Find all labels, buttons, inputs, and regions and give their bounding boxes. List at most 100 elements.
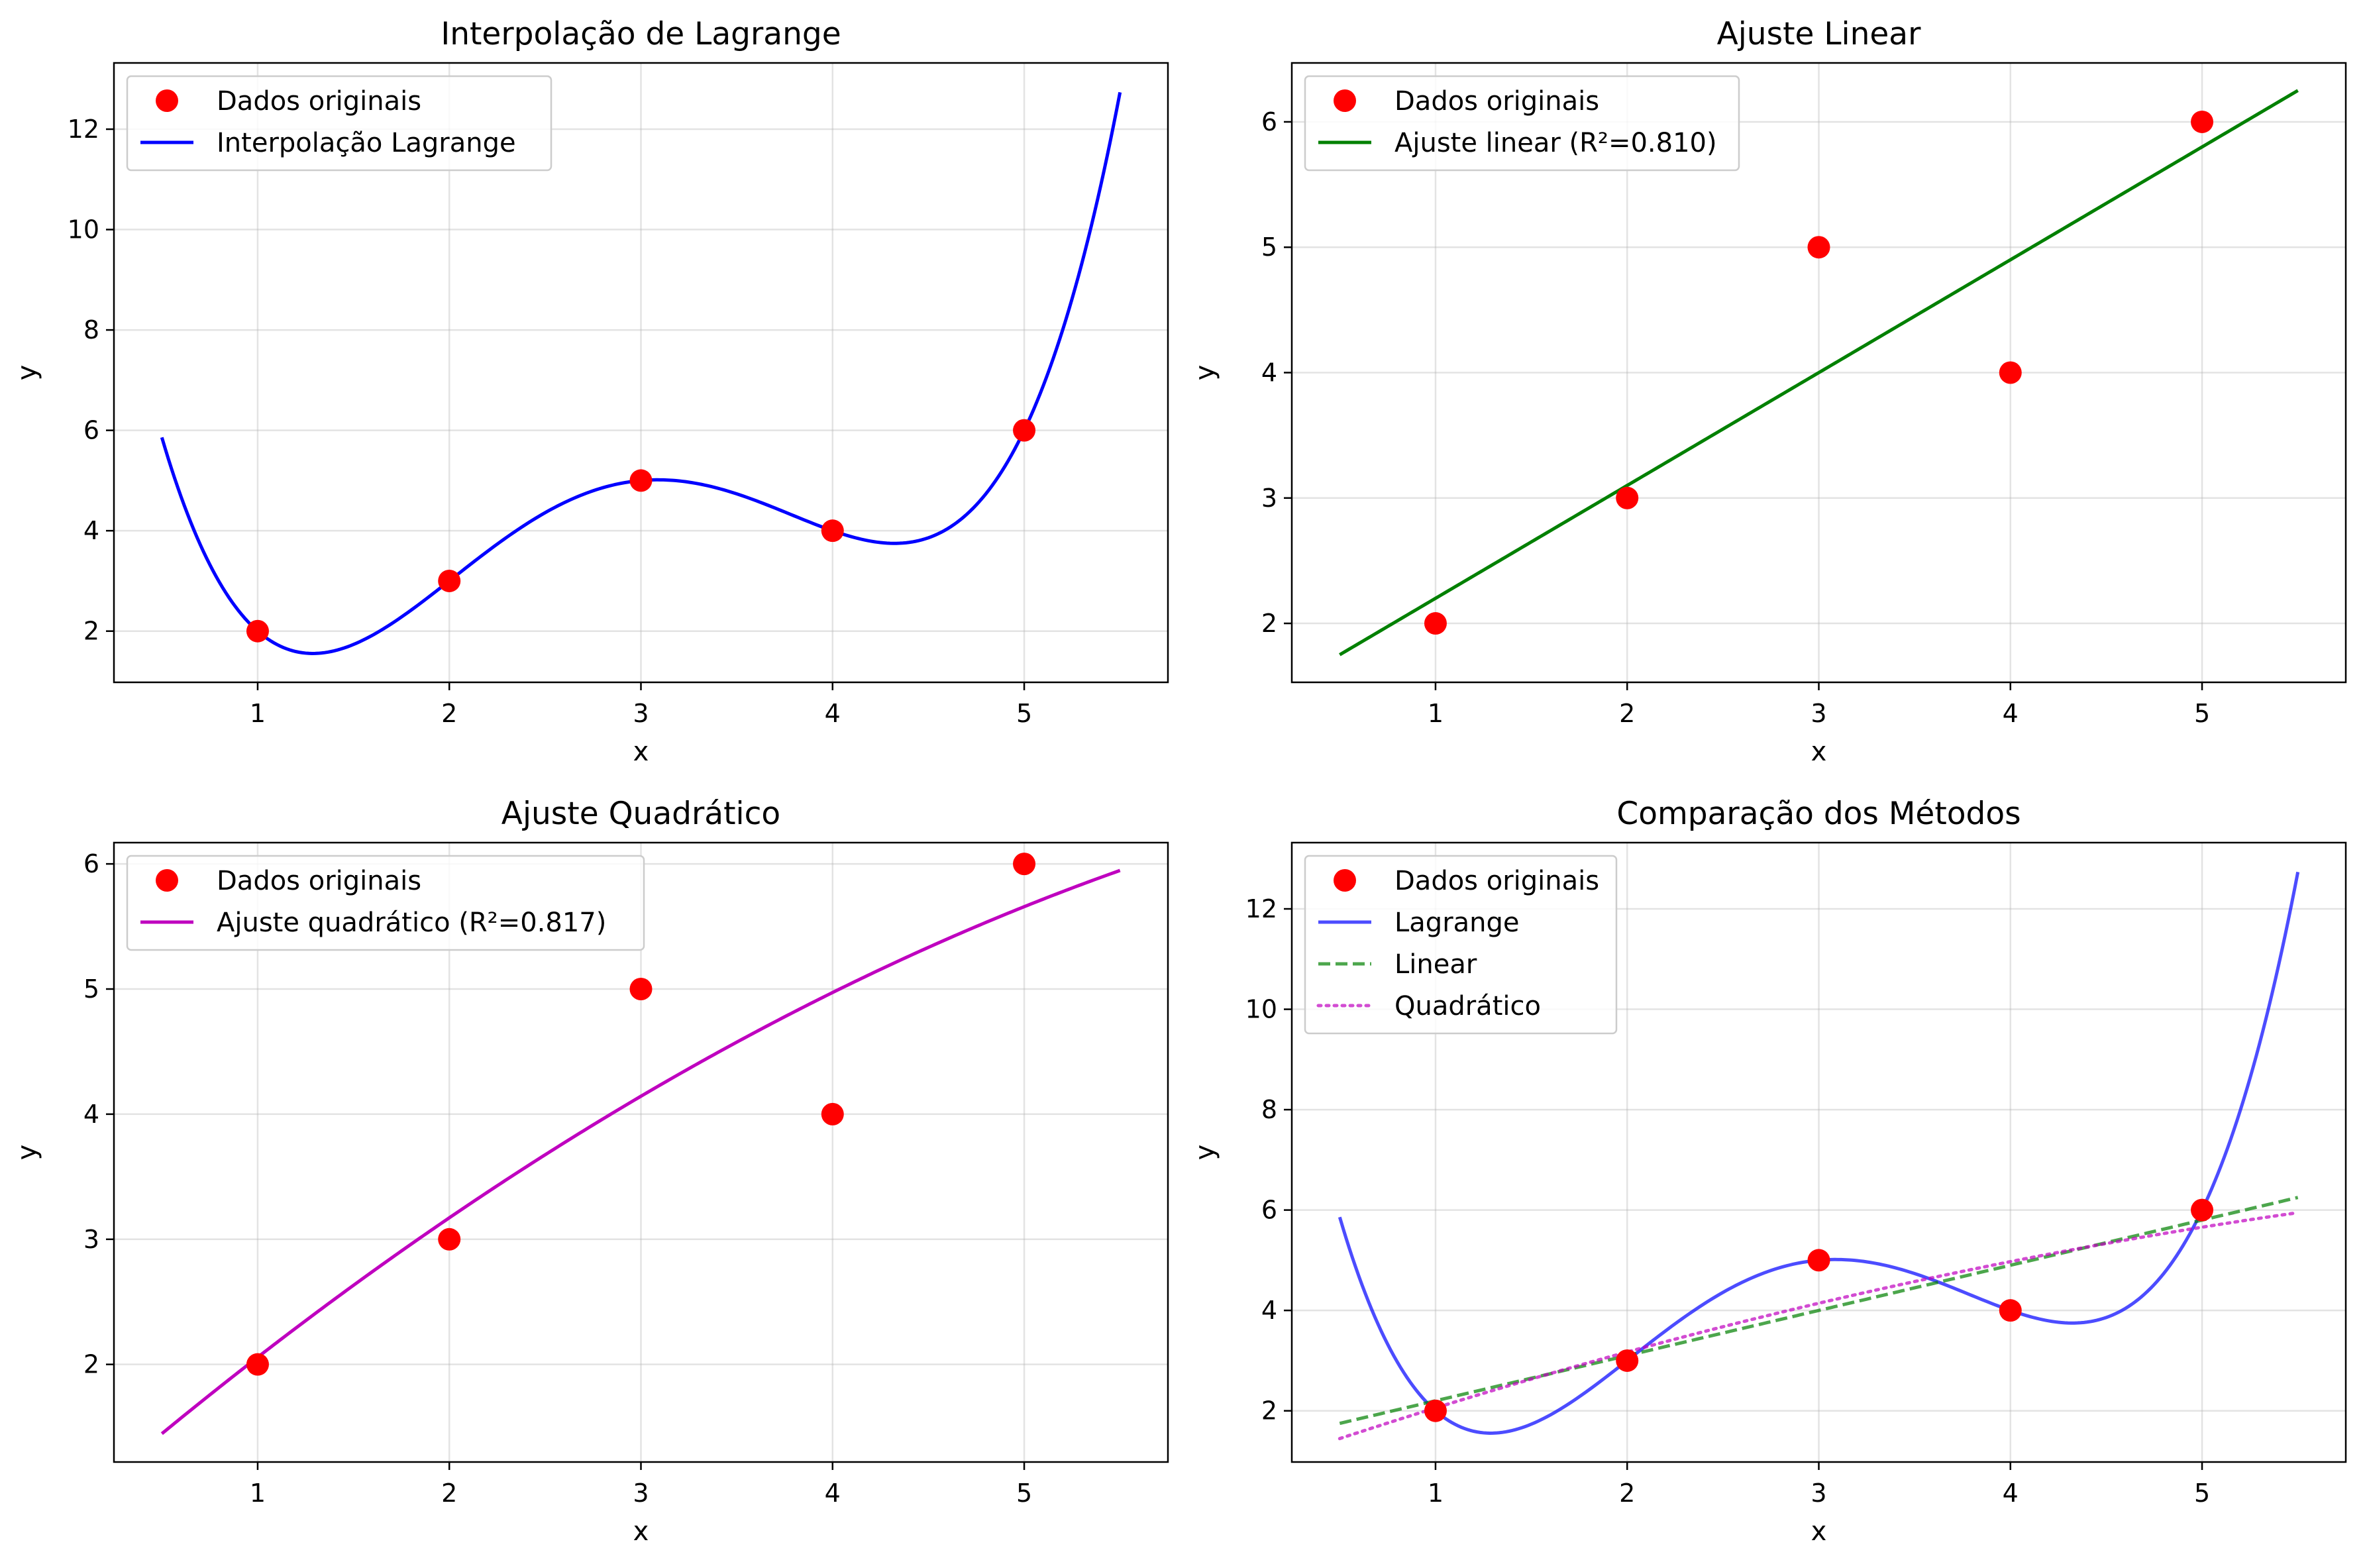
legend-marker — [156, 89, 178, 112]
legend: Dados originais Interpolação Lagrange — [126, 75, 552, 172]
y-tick-label: 10 — [1245, 995, 1277, 1024]
legend: Dados originais Lagrange Linear Quadrático — [1304, 855, 1618, 1035]
x-tick-label: 2 — [441, 1479, 457, 1508]
series-line — [160, 868, 1121, 1436]
y-tick-label: 3 — [1261, 484, 1277, 513]
y-tick-label: 2 — [1261, 1396, 1277, 1426]
y-tick-label: 6 — [83, 849, 99, 878]
x-tick-label: 3 — [633, 1479, 649, 1508]
x-tick-label: 3 — [633, 699, 649, 728]
legend-marker — [156, 869, 178, 892]
data-point — [821, 1102, 844, 1125]
y-tick-label: 12 — [68, 115, 99, 144]
data-point — [1807, 1249, 1830, 1272]
x-tick-label: 5 — [1016, 699, 1032, 728]
x-tick-label: 2 — [1619, 1479, 1635, 1508]
chart-title: Ajuste Linear — [1717, 16, 1922, 52]
y-tick-label: 8 — [1261, 1095, 1277, 1124]
legend-label: Dados originais — [217, 86, 421, 117]
data-point — [1616, 486, 1639, 509]
x-axis-label: x — [1811, 1516, 1827, 1547]
y-tick-label: 6 — [1261, 107, 1277, 136]
data-point — [1807, 236, 1830, 259]
data-point — [1999, 1299, 2022, 1322]
data-point — [246, 1353, 269, 1376]
x-tick-label: 1 — [250, 1479, 266, 1508]
y-axis-label: y — [1190, 365, 1220, 381]
x-tick-label: 5 — [1016, 1479, 1032, 1508]
legend-label: Ajuste quadrático (R²=0.817) — [217, 908, 606, 938]
data-point — [1424, 612, 1447, 635]
legend-frame — [126, 75, 552, 172]
y-tick-label: 12 — [1245, 894, 1277, 923]
y-tick-label: 6 — [83, 416, 99, 445]
legend: Dados originais Ajuste quadrático (R²=0.8… — [126, 855, 645, 951]
legend: Dados originais Ajuste linear (R²=0.810) — [1304, 75, 1740, 172]
data-point — [629, 978, 653, 1000]
x-axis-label: x — [1811, 737, 1827, 767]
legend-label: Dados originais — [1394, 866, 1599, 896]
y-tick-label: 4 — [1261, 1296, 1277, 1325]
y-tick-label: 2 — [83, 617, 99, 646]
data-point — [629, 469, 653, 492]
legend-label: Interpolação Lagrange — [217, 128, 516, 158]
data-point — [1013, 853, 1036, 876]
y-tick-label: 4 — [83, 1100, 99, 1129]
series-line — [1339, 1196, 2299, 1426]
subplot-linear: 1 2 3 4 5 2 3 4 5 6 Ajuste Linear x y Dados originais… — [1190, 16, 2347, 767]
x-axis-label: x — [633, 1516, 649, 1547]
legend-label: Dados originais — [217, 866, 421, 896]
legend-label: Dados originais — [1394, 86, 1599, 117]
y-axis-label: y — [12, 365, 42, 381]
subplot-quadratic: 1 2 3 4 5 2 3 4 5 6 Ajuste Quadrático x y Dados origi… — [12, 796, 1169, 1547]
y-tick-label: 5 — [83, 974, 99, 1004]
data-point — [2191, 110, 2214, 133]
y-axis-label: y — [12, 1145, 42, 1161]
legend-label: Ajuste linear (R²=0.810) — [1394, 128, 1717, 158]
data-point — [821, 519, 844, 543]
y-tick-label: 2 — [83, 1350, 99, 1379]
x-tick-label: 3 — [1811, 1479, 1826, 1508]
legend-frame — [1304, 855, 1618, 1035]
x-tick-label: 4 — [825, 699, 841, 728]
series-line — [1338, 1211, 2300, 1441]
x-tick-label: 1 — [1428, 1479, 1444, 1508]
legend-frame — [1304, 75, 1740, 172]
data-point — [438, 1228, 461, 1251]
data-point — [1999, 361, 2022, 384]
legend-marker — [1334, 89, 1356, 112]
x-tick-label: 4 — [825, 1479, 841, 1508]
x-tick-label: 2 — [1619, 699, 1635, 728]
legend-label: Quadrático — [1394, 991, 1541, 1021]
x-tick-label: 1 — [250, 699, 266, 728]
data-point — [2191, 1198, 2214, 1222]
y-tick-label: 4 — [1261, 358, 1277, 388]
y-tick-label: 4 — [83, 516, 99, 545]
y-tick-label: 2 — [1261, 609, 1277, 638]
series-line — [1339, 89, 2299, 656]
data-point — [1616, 1349, 1639, 1372]
data-point — [438, 569, 461, 592]
x-tick-label: 4 — [2003, 699, 2019, 728]
legend-marker — [1334, 869, 1356, 892]
y-tick-label: 6 — [1261, 1196, 1277, 1225]
chart-title: Ajuste Quadrático — [501, 796, 780, 832]
x-tick-label: 2 — [441, 699, 457, 728]
chart-title: Comparação dos Métodos — [1616, 796, 2021, 832]
y-tick-label: 5 — [1261, 233, 1277, 262]
chart-title: Interpolação de Lagrange — [441, 16, 841, 52]
x-tick-label: 3 — [1811, 699, 1826, 728]
x-axis-label: x — [633, 737, 649, 767]
data-point — [1013, 419, 1036, 442]
data-point — [1424, 1399, 1447, 1422]
y-axis-label: y — [1190, 1145, 1220, 1161]
x-tick-label: 5 — [2194, 1479, 2210, 1508]
x-tick-label: 4 — [2003, 1479, 2019, 1508]
x-tick-label: 5 — [2194, 699, 2210, 728]
legend-label: Lagrange — [1394, 908, 1520, 938]
legend-label: Linear — [1394, 949, 1477, 980]
data-point — [246, 619, 269, 643]
